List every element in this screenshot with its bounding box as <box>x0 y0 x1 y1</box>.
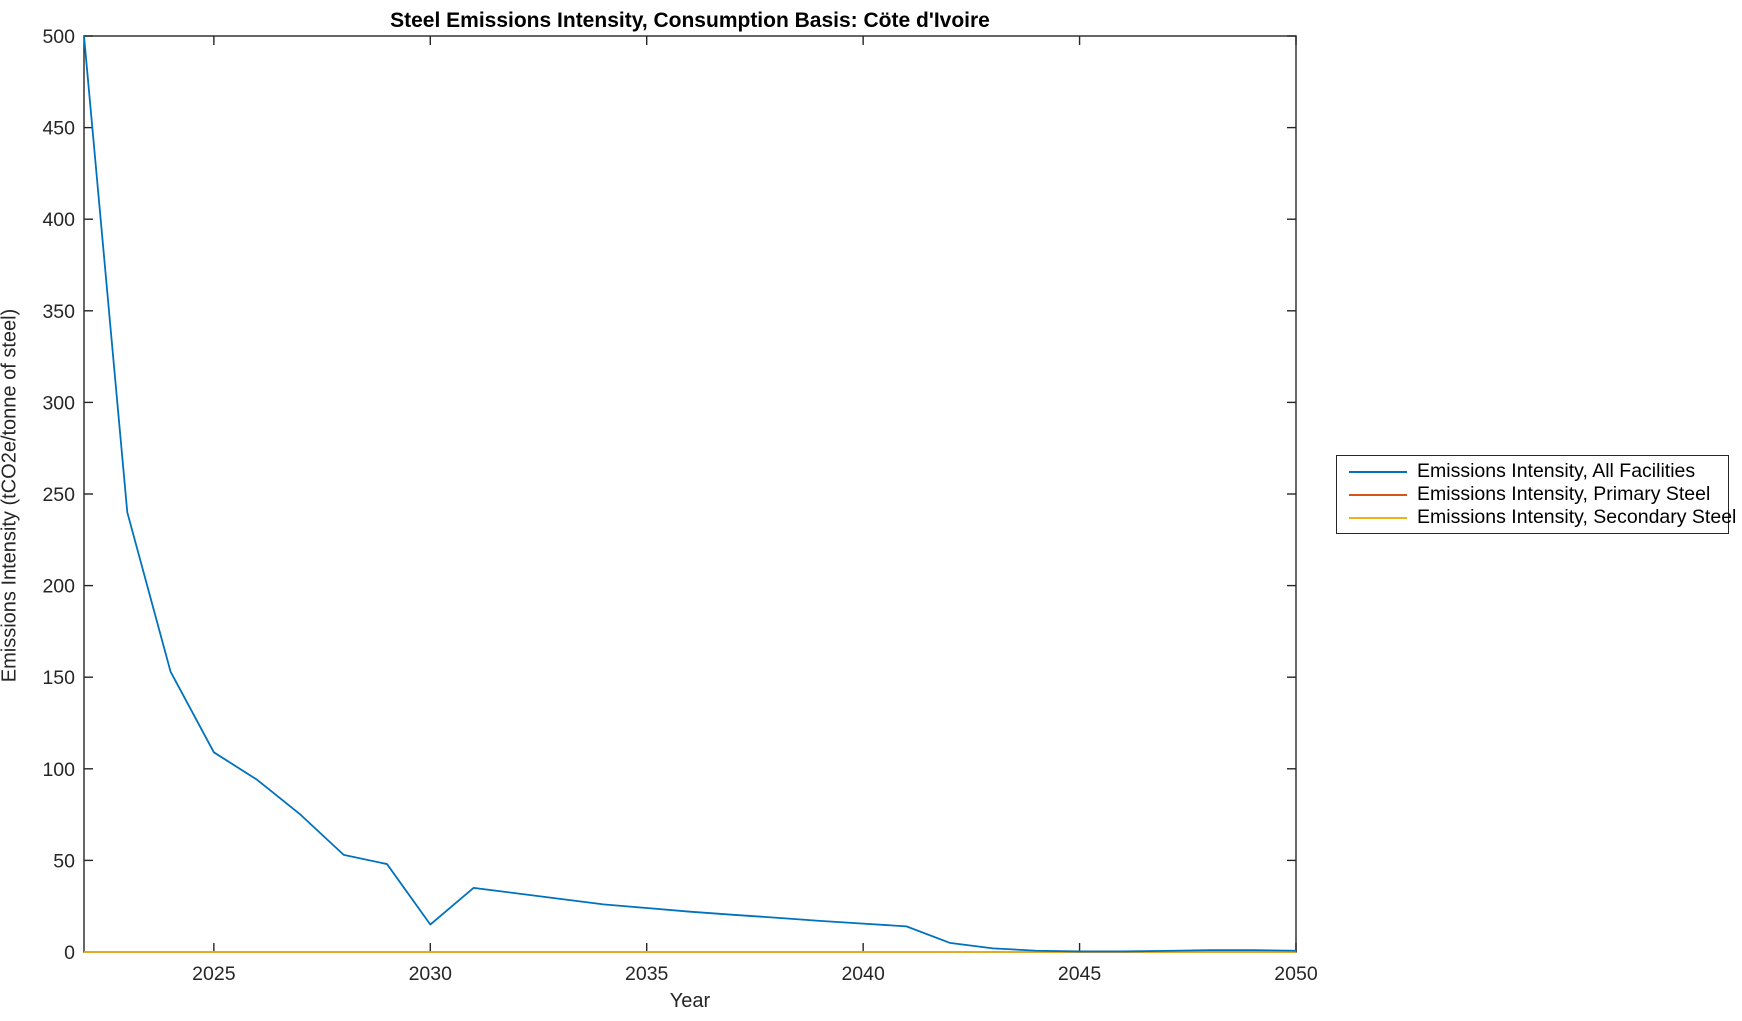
legend-label: Emissions Intensity, Primary Steel <box>1417 483 1711 505</box>
legend-item-all-facilities: Emissions Intensity, All Facilities <box>1337 460 1728 483</box>
legend-line-primary-steel <box>1349 493 1407 496</box>
series-line-0 <box>83 35 1297 953</box>
legend-item-primary-steel: Emissions Intensity, Primary Steel <box>1337 483 1728 506</box>
legend-item-secondary-steel: Emissions Intensity, Secondary Steel <box>1337 506 1736 529</box>
x-tick-label: 2040 <box>841 963 885 985</box>
y-tick-label: 200 <box>42 576 75 598</box>
legend-line-all-facilities <box>1349 470 1407 473</box>
y-tick-label: 450 <box>42 118 75 140</box>
legend: Emissions Intensity, All Facilities Emis… <box>1336 455 1736 534</box>
y-tick-label: 0 <box>64 942 75 964</box>
y-axis-label: Emissions Intensity (tCO2e/tonne of stee… <box>0 308 21 683</box>
y-tick-label: 250 <box>42 484 75 506</box>
x-tick-label: 2045 <box>1058 963 1102 985</box>
y-tick-label: 100 <box>42 759 75 781</box>
y-tick-label: 350 <box>42 301 75 323</box>
y-tick-label: 400 <box>42 209 75 231</box>
y-tick-label: 300 <box>42 392 75 414</box>
y-tick-label: 50 <box>53 850 75 872</box>
x-axis-label: Year <box>669 990 711 1012</box>
legend-label: Emissions Intensity, All Facilities <box>1417 460 1696 482</box>
y-tick-label: 150 <box>42 667 75 689</box>
legend-label: Emissions Intensity, Secondary Steel <box>1417 506 1737 528</box>
axes-box <box>83 35 1297 953</box>
y-tick-label: 500 <box>42 26 75 48</box>
x-tick-label: 2030 <box>409 963 453 985</box>
x-tick-label: 2050 <box>1274 963 1318 985</box>
x-tick-label: 2025 <box>192 963 236 985</box>
legend-line-secondary-steel <box>1349 516 1407 519</box>
chart-title: Steel Emissions Intensity, Consumption B… <box>390 9 990 32</box>
x-tick-label: 2035 <box>625 963 669 985</box>
